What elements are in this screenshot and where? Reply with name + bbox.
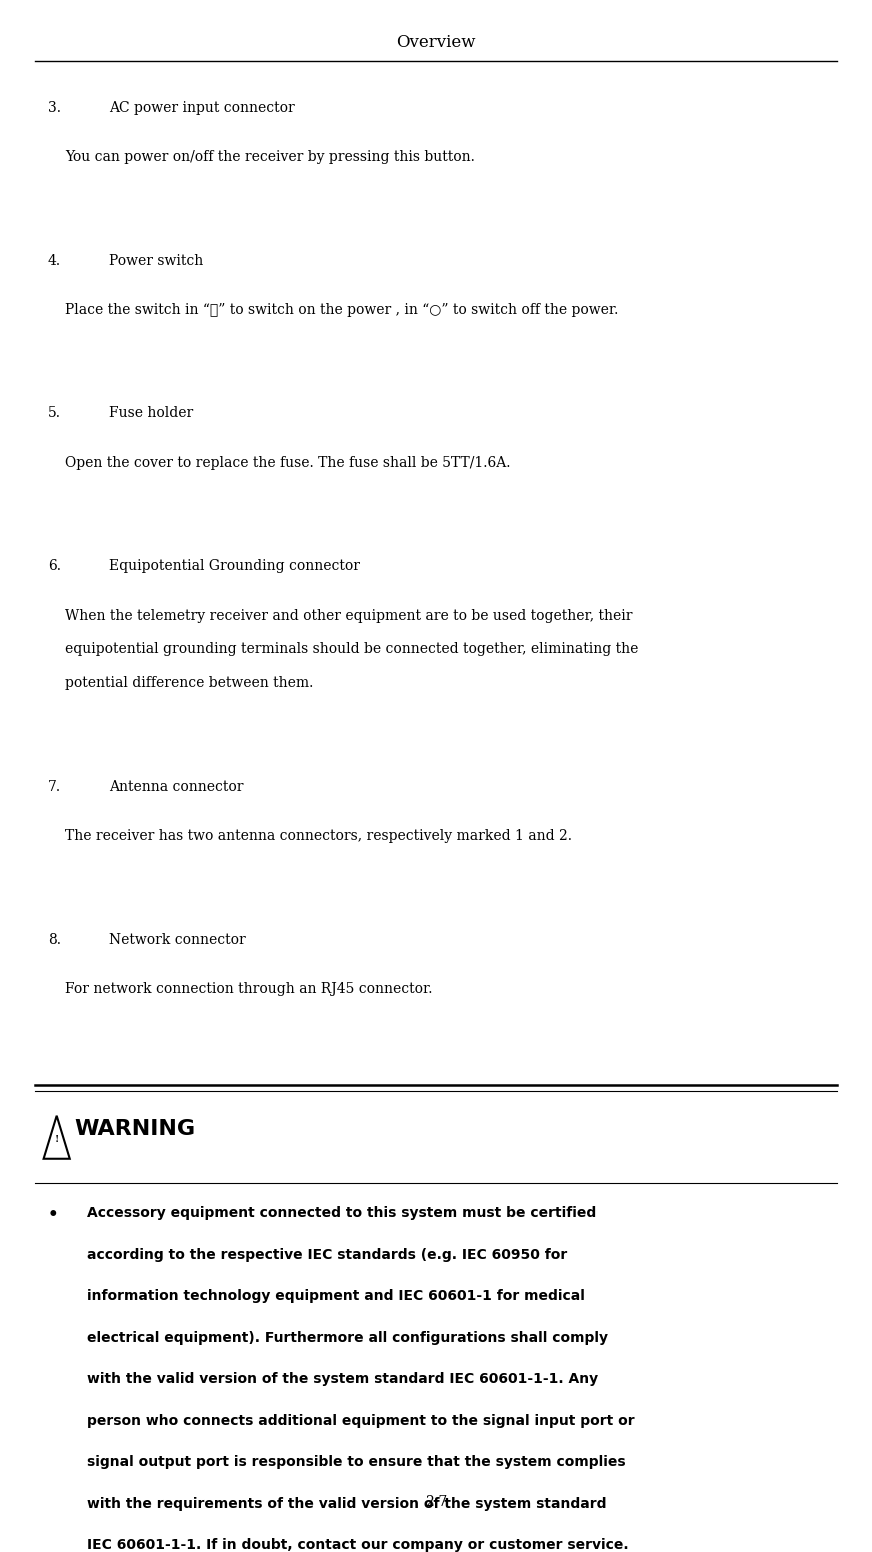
- Text: Overview: Overview: [396, 34, 476, 51]
- Text: 7.: 7.: [48, 781, 61, 795]
- Text: according to the respective IEC standards (e.g. IEC 60950 for: according to the respective IEC standard…: [87, 1248, 568, 1262]
- Text: equipotential grounding terminals should be connected together, eliminating the: equipotential grounding terminals should…: [65, 643, 639, 656]
- Text: AC power input connector: AC power input connector: [109, 101, 295, 115]
- Text: WARNING: WARNING: [74, 1119, 195, 1139]
- Text: Open the cover to replace the fuse. The fuse shall be 5TT/1.6A.: Open the cover to replace the fuse. The …: [65, 456, 511, 470]
- Text: potential difference between them.: potential difference between them.: [65, 677, 314, 691]
- Text: with the valid version of the system standard IEC 60601-1-1. Any: with the valid version of the system sta…: [87, 1372, 598, 1386]
- Text: 5.: 5.: [48, 407, 61, 421]
- Text: When the telemetry receiver and other equipment are to be used together, their: When the telemetry receiver and other eq…: [65, 608, 633, 622]
- Text: You can power on/off the receiver by pressing this button.: You can power on/off the receiver by pre…: [65, 151, 475, 165]
- Text: The receiver has two antenna connectors, respectively marked 1 and 2.: The receiver has two antenna connectors,…: [65, 829, 572, 843]
- Text: Power switch: Power switch: [109, 253, 203, 267]
- Text: Place the switch in “｜” to switch on the power , in “○” to switch off the power.: Place the switch in “｜” to switch on the…: [65, 303, 619, 317]
- Text: Fuse holder: Fuse holder: [109, 407, 194, 421]
- Text: For network connection through an RJ45 connector.: For network connection through an RJ45 c…: [65, 982, 433, 996]
- Text: 2-7: 2-7: [425, 1495, 447, 1509]
- Text: person who connects additional equipment to the signal input port or: person who connects additional equipment…: [87, 1414, 635, 1428]
- Text: !: !: [55, 1135, 58, 1144]
- Text: electrical equipment). Furthermore all configurations shall comply: electrical equipment). Furthermore all c…: [87, 1332, 608, 1346]
- Text: 8.: 8.: [48, 933, 61, 947]
- Text: Network connector: Network connector: [109, 933, 246, 947]
- Text: 4.: 4.: [48, 253, 61, 267]
- Text: Accessory equipment connected to this system must be certified: Accessory equipment connected to this sy…: [87, 1206, 596, 1220]
- Text: information technology equipment and IEC 60601-1 for medical: information technology equipment and IEC…: [87, 1290, 585, 1304]
- Text: IEC 60601-1-1. If in doubt, contact our company or customer service.: IEC 60601-1-1. If in doubt, contact our …: [87, 1538, 629, 1552]
- Text: •: •: [48, 1206, 58, 1225]
- Text: 3.: 3.: [48, 101, 61, 115]
- Text: 6.: 6.: [48, 559, 61, 573]
- Text: Antenna connector: Antenna connector: [109, 781, 243, 795]
- Text: with the requirements of the valid version of the system standard: with the requirements of the valid versi…: [87, 1496, 607, 1510]
- Text: Equipotential Grounding connector: Equipotential Grounding connector: [109, 559, 360, 573]
- Text: signal output port is responsible to ensure that the system complies: signal output port is responsible to ens…: [87, 1456, 626, 1470]
